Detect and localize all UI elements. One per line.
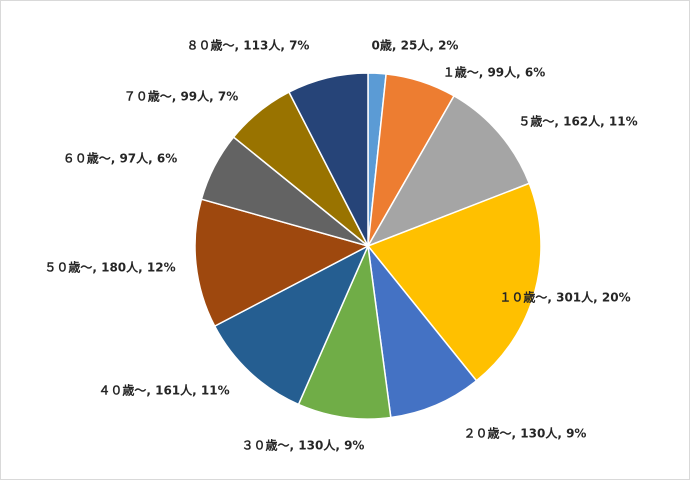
pie-labels: 0歳, 25人, 2% １歳～, 99人, 6% ５歳～, 162人, 11% １０歳… <box>44 38 637 453</box>
pie-slice-7 <box>194 198 371 328</box>
pie-slice-label-5: ３０歳～, 130人, 9% <box>242 438 365 453</box>
pie-slice-label-3: １０歳～, 301人, 20% <box>499 290 630 305</box>
pie-slice-label-10: ８０歳～, 113人, 7% <box>187 38 310 53</box>
pie-slice-2 <box>366 94 531 248</box>
pie-slice-label-1: １歳～, 99人, 6% <box>443 65 546 80</box>
pie-slice-label-4: ２０歳～, 130人, 9% <box>464 426 587 441</box>
pie-slice-3 <box>366 182 542 382</box>
pie-slices <box>194 72 542 420</box>
pie-slice-5 <box>297 243 392 420</box>
pie-slice-label-2: ５歳～, 162人, 11% <box>518 114 637 129</box>
pie-slice-label-8: ６０歳～, 97人, 6% <box>63 151 178 166</box>
pie-slice-4 <box>366 243 478 419</box>
pie-slice-label-6: ４０歳～, 161人, 11% <box>98 383 229 398</box>
pie-slice-label-0: 0歳, 25人, 2% <box>372 38 459 53</box>
pie-slice-label-7: ５０歳～, 180人, 12% <box>44 260 175 275</box>
pie-slice-10 <box>287 72 369 247</box>
pie-slice-6 <box>213 244 370 406</box>
pie-slice-label-9: ７０歳～, 99人, 7% <box>124 89 239 104</box>
